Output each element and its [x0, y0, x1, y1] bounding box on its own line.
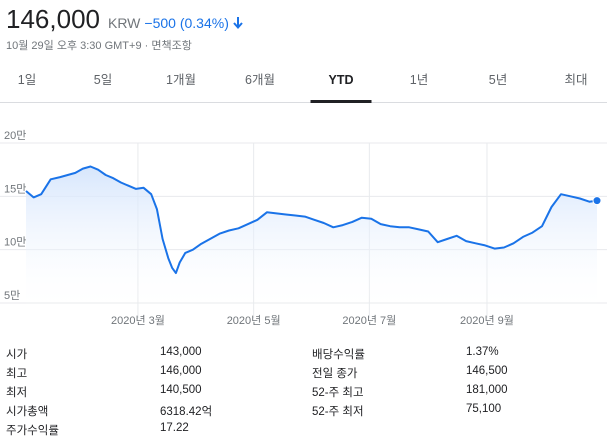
- price-line: [25, 165, 598, 275]
- x-tick-label: 2020년 9월: [460, 314, 514, 327]
- currency-code: KRW: [107, 15, 141, 31]
- tab-1y[interactable]: 1년: [409, 73, 429, 87]
- stat-value-52w-low: 75,100: [466, 403, 502, 415]
- stat-label-open: 시가: [6, 349, 28, 361]
- x-tick-label: 2020년 7월: [342, 314, 396, 327]
- tab-1d[interactable]: 1일: [17, 73, 37, 87]
- x-tick-label: 2020년 5월: [227, 314, 281, 327]
- stat-value-52w-high: 181,000: [466, 384, 508, 396]
- stat-label-high: 최고: [6, 368, 28, 380]
- tab-5y[interactable]: 5년: [488, 73, 508, 87]
- stat-label-low: 최저: [6, 387, 28, 399]
- y-tick-label: 20만: [4, 129, 26, 142]
- stat-value-high: 146,000: [160, 365, 202, 377]
- price-chart[interactable]: 20만 15만 10만 5만 2020년 3월 2020년 5월 2020년 7월 2020…: [0, 103, 607, 335]
- arrow-down-icon: [233, 17, 243, 30]
- stat-value-market-cap: 6318.42억: [160, 406, 213, 418]
- stock-price: 146,000: [6, 4, 100, 34]
- stat-value-open: 143,000: [160, 346, 202, 358]
- stat-value-pe-ratio: 17.22: [160, 422, 189, 434]
- tab-5d[interactable]: 5일: [93, 73, 113, 87]
- tab-ytd[interactable]: YTD: [310, 62, 372, 103]
- stat-label-pe-ratio: 주가수익률: [6, 425, 59, 437]
- stat-value-low: 140,500: [160, 384, 202, 396]
- price-header: 146,000 KRW −500 (0.34%): [6, 4, 244, 34]
- stat-value-prev-close: 146,500: [466, 365, 508, 377]
- y-tick-label: 15만: [4, 182, 26, 195]
- last-price-dot: [592, 196, 602, 206]
- x-tick-label: 2020년 3월: [111, 314, 165, 327]
- y-tick-label: 10만: [4, 236, 26, 249]
- stat-label-52w-low: 52-주 최저: [312, 406, 364, 418]
- stat-label-dividend-yield: 배당수익률: [312, 349, 365, 361]
- price-area: [26, 166, 597, 313]
- timestamp-disclaimer[interactable]: 10월 29일 오후 3:30 GMT+9 · 면책조항: [6, 40, 192, 52]
- stat-label-prev-close: 전일 종가: [312, 368, 358, 380]
- stat-label-52w-high: 52-주 최고: [312, 387, 364, 399]
- stat-label-market-cap: 시가총액: [6, 406, 49, 418]
- stat-value-dividend-yield: 1.37%: [466, 346, 499, 358]
- tab-max[interactable]: 최대: [564, 73, 588, 87]
- y-tick-label: 5만: [4, 289, 20, 302]
- price-change: −500 (0.34%): [144, 15, 229, 31]
- tab-6m[interactable]: 6개월: [245, 73, 275, 87]
- tab-1m[interactable]: 1개월: [166, 73, 196, 87]
- range-tabs: 1일 5일 1개월 6개월 YTD 1년 5년 최대: [0, 62, 607, 103]
